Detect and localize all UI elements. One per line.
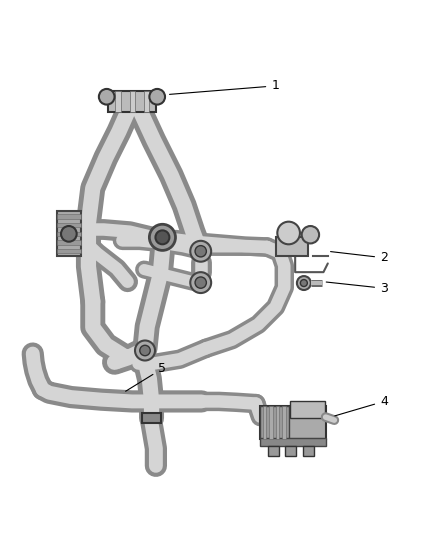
Text: 4: 4	[335, 395, 388, 416]
Bar	[116, 91, 120, 112]
Bar	[57, 240, 81, 245]
Bar	[269, 406, 273, 439]
Text: 3: 3	[326, 282, 388, 295]
Text: 2: 2	[331, 251, 388, 264]
Circle shape	[195, 246, 206, 257]
Circle shape	[195, 277, 206, 288]
Circle shape	[300, 279, 307, 287]
Bar	[268, 446, 279, 456]
Circle shape	[99, 89, 115, 104]
Bar	[144, 91, 149, 112]
Bar	[142, 413, 161, 423]
Bar	[290, 401, 325, 418]
Bar	[276, 237, 308, 256]
Bar	[260, 406, 289, 439]
Circle shape	[302, 226, 319, 244]
Bar	[276, 406, 279, 439]
Bar	[57, 232, 81, 236]
Circle shape	[61, 226, 77, 241]
Bar	[57, 214, 81, 219]
Bar	[285, 446, 297, 456]
Bar	[262, 406, 266, 439]
Circle shape	[155, 230, 170, 244]
Circle shape	[190, 272, 211, 293]
Bar	[130, 91, 135, 112]
Bar	[260, 439, 325, 446]
Bar	[57, 211, 81, 256]
Bar	[303, 446, 314, 456]
Bar	[57, 223, 81, 228]
Bar	[57, 249, 81, 254]
Circle shape	[140, 345, 150, 356]
Bar	[108, 91, 156, 112]
Circle shape	[149, 89, 165, 104]
Bar	[282, 406, 286, 439]
Text: 1: 1	[170, 79, 279, 94]
Text: 5: 5	[126, 362, 166, 391]
Circle shape	[149, 224, 176, 251]
Circle shape	[190, 241, 211, 262]
Bar	[260, 406, 325, 439]
Circle shape	[277, 222, 300, 244]
Circle shape	[297, 276, 311, 290]
Circle shape	[135, 341, 155, 360]
